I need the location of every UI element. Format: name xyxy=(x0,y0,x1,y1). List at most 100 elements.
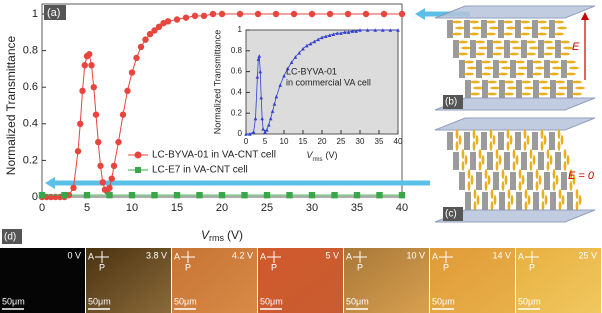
lc-molecule xyxy=(554,32,564,36)
data-point xyxy=(278,83,282,87)
inset-annotation: in commercial VA cell xyxy=(286,77,371,87)
lc-molecule xyxy=(524,86,534,90)
cnt-rod xyxy=(459,172,465,190)
lc-molecule xyxy=(473,189,477,199)
lc-molecule xyxy=(501,66,511,70)
lc-molecule xyxy=(535,66,545,70)
data-point xyxy=(270,109,275,113)
data-point xyxy=(70,184,77,192)
guide-arrowhead xyxy=(45,177,55,189)
x-tick-label: 35 xyxy=(375,137,384,146)
analyzer-label: A xyxy=(346,251,352,261)
cnt-rod xyxy=(516,80,522,98)
y-tick-label: 0.4 xyxy=(23,118,38,130)
lc-molecule xyxy=(521,92,531,96)
lc-molecule xyxy=(529,46,539,50)
lc-molecule xyxy=(541,201,545,211)
data-point xyxy=(339,31,343,35)
lc-molecule xyxy=(558,201,562,211)
cnt-rod xyxy=(567,80,573,98)
x-axis-label-sub: rms xyxy=(313,157,323,163)
lc-molecule xyxy=(515,60,525,64)
lc-molecule xyxy=(455,26,465,30)
lc-molecule xyxy=(506,26,516,30)
cnt-rod xyxy=(487,152,493,170)
lc-molecule xyxy=(472,129,476,139)
data-point xyxy=(99,179,106,186)
y-tick-label: 0.4 xyxy=(231,88,243,97)
data-point xyxy=(173,16,181,23)
lc-molecule xyxy=(492,135,496,145)
data-point xyxy=(38,191,46,199)
data-point xyxy=(108,175,115,182)
cnt-rod xyxy=(447,20,453,38)
lc-molecule xyxy=(558,189,562,199)
polarizer-label: P xyxy=(443,262,449,272)
lc-molecule xyxy=(490,189,494,199)
lc-molecule xyxy=(493,195,497,205)
lc-molecule xyxy=(566,155,570,165)
data-point xyxy=(88,62,95,69)
lc-molecule xyxy=(575,201,579,211)
x-tick-label: 10 xyxy=(126,202,138,214)
micrograph xyxy=(516,248,601,313)
data-point xyxy=(128,69,136,76)
field-label: E = 0 xyxy=(568,170,595,182)
data-point xyxy=(380,10,388,18)
x-axis-label-unit: (V) xyxy=(326,150,338,160)
lc-molecule xyxy=(543,40,553,44)
lc-molecule xyxy=(506,141,510,151)
data-point xyxy=(209,10,217,18)
cnt-rod xyxy=(544,60,550,78)
data-point xyxy=(90,84,97,91)
data-point xyxy=(256,57,261,61)
lc-molecule xyxy=(475,135,479,145)
lc-molecule xyxy=(540,129,544,139)
cnt-rod xyxy=(453,40,459,58)
cnt-rod xyxy=(447,132,453,150)
data-point xyxy=(182,14,190,21)
cnt-rod xyxy=(470,40,476,58)
cnt-rod xyxy=(487,40,493,58)
lc-molecule xyxy=(540,141,544,151)
x-axis-label-sub: rms xyxy=(209,233,224,243)
lc-molecule xyxy=(521,80,531,84)
lc-molecule xyxy=(523,129,527,139)
lc-molecule xyxy=(543,135,547,145)
scale-bar-label: 50μm xyxy=(2,296,25,306)
x-axis-label-var: V xyxy=(306,150,313,160)
y-tick-label: 0.6 xyxy=(231,67,243,76)
data-point xyxy=(110,162,118,170)
scale-bar-label: 50μm xyxy=(346,296,369,306)
x-tick-label: 5 xyxy=(263,137,268,146)
data-point xyxy=(365,28,370,32)
cnt-rod xyxy=(516,192,522,210)
cnt-rod xyxy=(555,152,561,170)
y-tick-label: 0.8 xyxy=(23,45,38,57)
lc-molecule xyxy=(461,161,465,171)
panel-label: (c) xyxy=(445,209,457,220)
lc-molecule xyxy=(555,80,565,84)
lc-molecule xyxy=(452,32,462,36)
data-point xyxy=(331,32,336,36)
data-point xyxy=(155,23,163,31)
panel-label-bg xyxy=(443,95,463,109)
lc-molecule xyxy=(498,72,508,76)
data-point xyxy=(353,191,361,199)
x-tick-label: 15 xyxy=(299,137,308,146)
lc-molecule xyxy=(520,32,530,36)
x-tick-label: 20 xyxy=(216,202,228,214)
lc-molecule xyxy=(538,80,548,84)
panel-label: (d) xyxy=(4,232,16,243)
lc-molecule xyxy=(481,155,485,165)
data-point xyxy=(128,191,136,199)
lc-molecule xyxy=(515,72,525,76)
x-tick-label: 30 xyxy=(306,202,318,214)
scale-bar-label: 50μm xyxy=(432,296,455,306)
lc-molecule xyxy=(526,135,530,145)
lc-molecule xyxy=(473,201,477,211)
data-point xyxy=(251,130,256,134)
lc-molecule xyxy=(472,141,476,151)
lc-molecule xyxy=(566,60,576,64)
cnt-rod xyxy=(544,172,550,190)
